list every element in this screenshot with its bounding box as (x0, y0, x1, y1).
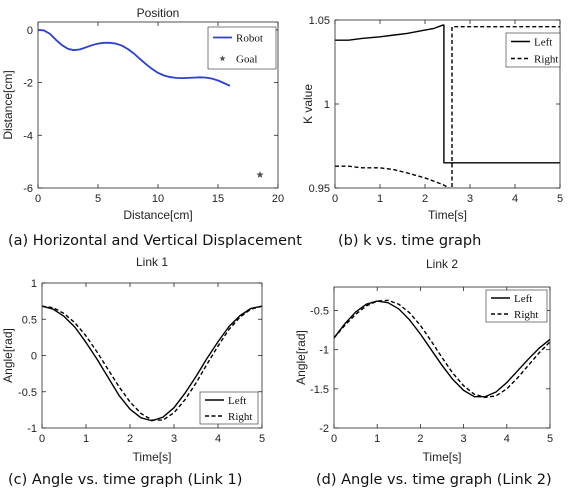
y-tick-label: -6 (23, 183, 33, 195)
x-tick-label: 1 (374, 433, 380, 445)
legend-label-right: Right (228, 411, 252, 423)
y-tick-label: -2 (319, 423, 329, 435)
series-line-left (334, 300, 550, 398)
x-tick-label: 20 (272, 193, 284, 205)
x-tick-label: 0 (332, 193, 338, 205)
y-axis-label: Angle[rad] (1, 328, 15, 383)
x-tick-label: 2 (417, 433, 423, 445)
x-tick-label: 3 (467, 193, 473, 205)
series-line-right (334, 299, 550, 399)
x-tick-label: 4 (504, 433, 510, 445)
y-tick-label: 1 (31, 278, 37, 290)
chart-title-d: Link 2 (426, 257, 458, 271)
legend-label-right: Right (534, 54, 558, 66)
y-tick-label: 1 (324, 99, 330, 111)
legend-label-left: Left (514, 293, 532, 305)
series-line-left (42, 305, 262, 422)
caption-d: (d) Angle vs. time graph (Link 2) (316, 472, 552, 488)
caption-a: (a) Horizontal and Vertical Displacement (8, 233, 302, 249)
y-tick-label: -2 (23, 78, 33, 90)
series-line-right (42, 305, 262, 421)
y-tick-label: 0.95 (309, 183, 330, 195)
legend: Left Right (485, 289, 548, 323)
y-axis-label: K value (301, 84, 315, 124)
panel-b: 0 1 2 3 4 5 1.05 1 0.95 Time[s] K value Left Right (b… (301, 15, 563, 249)
x-tick-label: 2 (127, 433, 133, 445)
y-tick-label: 1.05 (309, 15, 330, 27)
plot-frame (41, 282, 263, 429)
plot-frame (37, 21, 279, 189)
y-tick-label: -0.5 (310, 306, 329, 318)
caption-c: (c) Angle vs. time graph (Link 1) (8, 472, 242, 488)
x-tick-label: 5 (557, 193, 563, 205)
x-tick-label: 15 (212, 193, 224, 205)
x-tick-label: 5 (95, 193, 101, 205)
x-axis-label: Time[s] (133, 450, 172, 464)
legend-label-robot: Robot (236, 33, 263, 45)
y-tick-label: 0 (31, 351, 37, 363)
legend-box (505, 32, 561, 68)
y-tick-label: -0.5 (18, 387, 37, 399)
legend-box (207, 26, 277, 70)
series-line-left (335, 24, 560, 164)
legend-label-goal: Goal (236, 54, 257, 66)
panel-a: Position 0 5 10 15 20 0 -2 -4 -6 Distance[cm] Dista… (1, 6, 302, 249)
series-line-robot (38, 29, 231, 87)
x-tick-label: 3 (461, 433, 467, 445)
x-tick-label: 2 (422, 193, 428, 205)
panel-c: Link 1 0 1 2 3 4 5 1 0.5 0 -0.5 -1 Time[s] Angle[rad]… (1, 255, 265, 488)
x-axis-label: Distance[cm] (123, 208, 192, 222)
x-tick-label: 5 (259, 433, 265, 445)
goal-marker (256, 171, 264, 178)
x-tick-label: 10 (152, 193, 164, 205)
x-tick-label: 4 (215, 433, 221, 445)
legend: Left Right (505, 32, 561, 68)
y-axis-label: Distance[cm] (1, 70, 15, 139)
x-tick-label: 1 (83, 433, 89, 445)
legend-box (199, 391, 259, 425)
plot-frame (334, 19, 561, 189)
legend-label-left: Left (534, 37, 552, 49)
x-tick-label: 1 (377, 193, 383, 205)
legend-marker-goal (219, 55, 226, 62)
x-tick-label: 5 (547, 433, 553, 445)
y-tick-label: -4 (23, 130, 33, 142)
x-tick-label: 3 (171, 433, 177, 445)
plot-frame (333, 286, 551, 429)
x-tick-label: 4 (512, 193, 518, 205)
y-axis-label: Angle[rad] (294, 330, 308, 385)
chart-title-c: Link 1 (136, 255, 168, 269)
y-tick-label: -1.5 (310, 384, 329, 396)
x-tick-label: 0 (35, 193, 41, 205)
panel-d: Link 2 0 1 2 3 4 5 -0.5 -1 -1.5 -2 Time[s] Angle[rad… (294, 257, 553, 488)
legend: Robot Goal (207, 26, 277, 70)
y-tick-label: 0 (27, 25, 33, 37)
legend-label-right: Right (514, 309, 538, 321)
legend-label-left: Left (228, 395, 246, 407)
caption-b: (b) k vs. time graph (338, 233, 481, 249)
y-tick-label: -1 (319, 345, 329, 357)
x-axis-label: Time[s] (428, 208, 467, 222)
y-tick-label: -1 (27, 423, 37, 435)
x-tick-label: 0 (331, 433, 337, 445)
chart-title-a: Position (137, 6, 180, 20)
y-tick-label: 0.5 (22, 314, 37, 326)
x-tick-label: 0 (39, 433, 45, 445)
legend-box (485, 289, 548, 323)
legend: Left Right (199, 391, 259, 425)
x-axis-label: Time[s] (423, 450, 462, 464)
